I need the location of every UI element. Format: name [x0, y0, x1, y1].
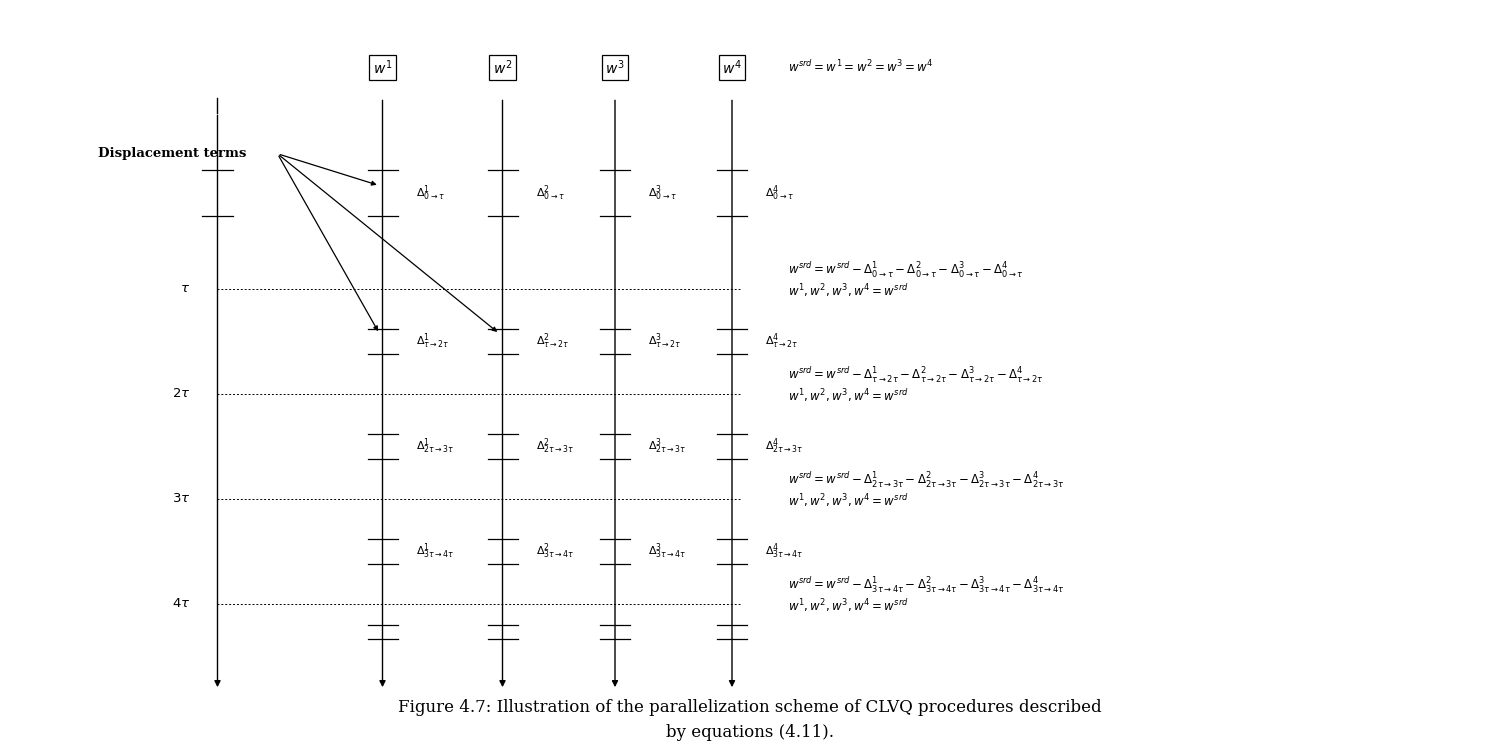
Text: $\tau$: $\tau$ [180, 282, 190, 296]
Text: $\Delta^{1}_{3\tau\rightarrow 4\tau}$: $\Delta^{1}_{3\tau\rightarrow 4\tau}$ [416, 542, 454, 561]
Text: $w^{srd} = w^{srd} - \Delta^1_{2\tau\rightarrow 3\tau} - \Delta^2_{2\tau\rightar: $w^{srd} = w^{srd} - \Delta^1_{2\tau\rig… [788, 470, 1064, 490]
Text: $w^1, w^2, w^3, w^4 = w^{srd}$: $w^1, w^2, w^3, w^4 = w^{srd}$ [788, 388, 908, 404]
Text: $\Delta^{4}_{3\tau\rightarrow 4\tau}$: $\Delta^{4}_{3\tau\rightarrow 4\tau}$ [765, 542, 804, 561]
Text: $\Delta^{1}_{0\rightarrow \tau}$: $\Delta^{1}_{0\rightarrow \tau}$ [416, 183, 444, 203]
Text: $\Delta^{3}_{3\tau\rightarrow 4\tau}$: $\Delta^{3}_{3\tau\rightarrow 4\tau}$ [648, 542, 687, 561]
Text: $w^1, w^2, w^3, w^4 = w^{srd}$: $w^1, w^2, w^3, w^4 = w^{srd}$ [788, 598, 908, 614]
Text: $w^4$: $w^4$ [722, 58, 742, 76]
Text: $4\tau$: $4\tau$ [172, 597, 190, 610]
Text: $\Delta^{4}_{\tau\rightarrow 2\tau}$: $\Delta^{4}_{\tau\rightarrow 2\tau}$ [765, 332, 798, 351]
Text: Figure 4.7: Illustration of the parallelization scheme of CLVQ procedures descri: Figure 4.7: Illustration of the parallel… [398, 699, 1102, 741]
Text: $w^{srd} = w^{srd} - \Delta^1_{0\rightarrow\tau} - \Delta^2_{0\rightarrow\tau} -: $w^{srd} = w^{srd} - \Delta^1_{0\rightar… [788, 260, 1023, 280]
Text: $3\tau$: $3\tau$ [172, 492, 190, 506]
Text: $w^2$: $w^2$ [494, 58, 512, 76]
Text: $w^{srd} = w^{srd} - \Delta^1_{3\tau\rightarrow 4\tau} - \Delta^2_{3\tau\rightar: $w^{srd} = w^{srd} - \Delta^1_{3\tau\rig… [788, 575, 1064, 595]
Text: $\Delta^{2}_{2\tau\rightarrow 3\tau}$: $\Delta^{2}_{2\tau\rightarrow 3\tau}$ [536, 436, 574, 456]
Text: $\Delta^{3}_{0\rightarrow \tau}$: $\Delta^{3}_{0\rightarrow \tau}$ [648, 183, 676, 203]
Text: $\Delta^{1}_{\tau\rightarrow 2\tau}$: $\Delta^{1}_{\tau\rightarrow 2\tau}$ [416, 332, 448, 351]
Text: $w^3$: $w^3$ [606, 58, 624, 76]
Text: $w^1, w^2, w^3, w^4 = w^{srd}$: $w^1, w^2, w^3, w^4 = w^{srd}$ [788, 493, 908, 509]
Text: $\Delta^{2}_{\tau\rightarrow 2\tau}$: $\Delta^{2}_{\tau\rightarrow 2\tau}$ [536, 332, 568, 351]
Text: $w^{srd} = w^{srd} - \Delta^1_{\tau\rightarrow 2\tau} - \Delta^2_{\tau\rightarro: $w^{srd} = w^{srd} - \Delta^1_{\tau\righ… [788, 365, 1042, 385]
Text: $2\tau$: $2\tau$ [172, 387, 190, 400]
Text: $\Delta^{2}_{0\rightarrow \tau}$: $\Delta^{2}_{0\rightarrow \tau}$ [536, 183, 564, 203]
Text: $w^1, w^2, w^3, w^4 = w^{srd}$: $w^1, w^2, w^3, w^4 = w^{srd}$ [788, 283, 908, 299]
Text: $\Delta^{3}_{2\tau\rightarrow 3\tau}$: $\Delta^{3}_{2\tau\rightarrow 3\tau}$ [648, 436, 687, 456]
Text: $\Delta^{1}_{2\tau\rightarrow 3\tau}$: $\Delta^{1}_{2\tau\rightarrow 3\tau}$ [416, 436, 454, 456]
Text: $\Delta^{3}_{\tau\rightarrow 2\tau}$: $\Delta^{3}_{\tau\rightarrow 2\tau}$ [648, 332, 681, 351]
Text: Displacement terms: Displacement terms [98, 147, 246, 160]
Text: $\Delta^{4}_{2\tau\rightarrow 3\tau}$: $\Delta^{4}_{2\tau\rightarrow 3\tau}$ [765, 436, 804, 456]
Text: $\Delta^{4}_{0\rightarrow \tau}$: $\Delta^{4}_{0\rightarrow \tau}$ [765, 183, 794, 203]
Text: $w^1$: $w^1$ [374, 58, 392, 76]
Text: $w^{srd} = w^1 = w^2 = w^3 = w^4$: $w^{srd} = w^1 = w^2 = w^3 = w^4$ [788, 59, 933, 76]
Text: $\Delta^{2}_{3\tau\rightarrow 4\tau}$: $\Delta^{2}_{3\tau\rightarrow 4\tau}$ [536, 542, 574, 561]
